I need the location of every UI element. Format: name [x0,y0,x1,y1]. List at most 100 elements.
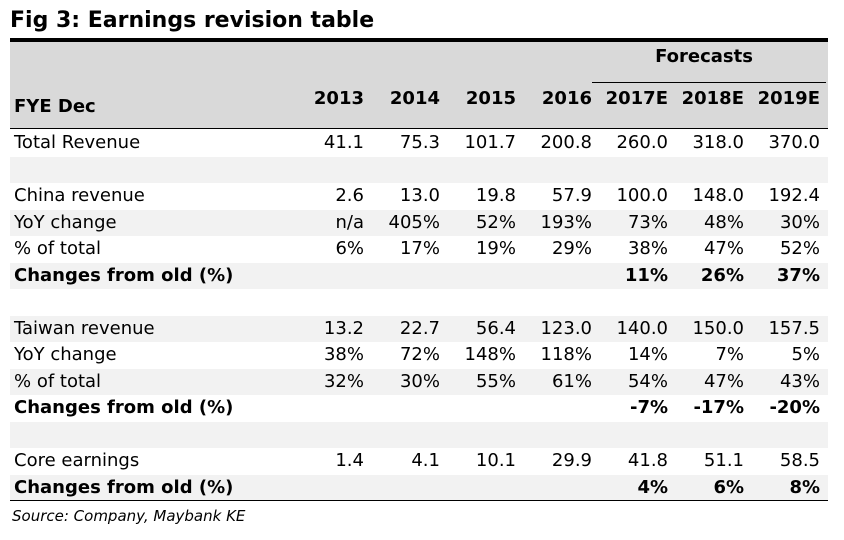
table-cell: 47% [703,238,744,259]
table-cell: 41.1 [323,132,364,153]
table-cell: 38% [627,238,668,259]
row-label: Changes from old (%) [14,397,234,418]
table-cell: 14% [627,344,668,365]
table-header [10,42,828,128]
table-cell: 260.0 [616,132,668,153]
table-cell: 140.0 [616,317,668,339]
table-cell: 118% [540,344,592,365]
table-cell: 148.0 [692,185,744,206]
table-cell: 72% [399,344,440,365]
table-cell: 29.9 [551,450,592,471]
table-row: Changes from old (%) 11% 26% 37% [10,263,828,289]
row-label: YoY change [14,211,117,233]
row-stripe [10,368,828,395]
year-header: 2014 [389,88,440,109]
row-label: Total Revenue [14,132,141,153]
table-cell: 13.0 [399,185,440,206]
table-cell: 30% [779,211,820,233]
table-cell: 405% [388,211,440,233]
table-cell: 193% [540,211,592,233]
table-cell: -17% [693,397,744,418]
row-label: China revenue [14,185,145,206]
table-cell: 100.0 [616,185,668,206]
table-cell: 57.9 [551,185,592,206]
table-row [10,422,828,448]
table-cell: 58.5 [779,450,820,471]
table-cell: 19% [475,238,516,259]
table-row [10,289,828,315]
table-cell: 47% [703,370,744,392]
table-cell: 26% [700,264,744,286]
row-label: % of total [14,238,102,259]
forecasts-label: Forecasts [655,46,753,67]
table-cell: 13.2 [323,317,364,339]
table-cell: 55% [475,370,516,392]
table-cell: 6% [713,476,744,498]
year-header: 2016 [541,88,592,109]
table-cell: 48% [703,211,744,233]
row-label: Changes from old (%) [14,476,234,498]
table-cell: 22.7 [399,317,440,339]
row-label: Core earnings [14,450,140,471]
table-row: Taiwan revenue 13.2 22.7 56.4 123.0 140.0 150.… [10,316,828,342]
header-rule [10,128,828,129]
table-cell: -20% [769,397,820,418]
table-cell: 4% [637,476,668,498]
row-label: % of total [14,370,102,392]
table-row: Changes from old (%) 4% 6% 8% [10,475,828,501]
row-stripe [10,262,828,289]
table-cell: 5% [791,344,820,365]
table-row: Core earnings 1.4 4.1 10.1 29.9 41.8 51.1 58.5 [10,448,828,474]
table-cell: 43% [779,370,820,392]
table-cell: 75.3 [399,132,440,153]
row-stripe [10,156,828,183]
year-header: 2017E [605,88,668,109]
table-cell: 7% [715,344,744,365]
top-rule [10,38,828,42]
table-cell: 29% [551,238,592,259]
table-cell: 56.4 [475,317,516,339]
table-row: YoY change 38% 72% 148% 118% 14% 7% 5% [10,342,828,368]
year-header: 2019E [757,88,820,109]
table-cell: 11% [624,264,668,286]
table-cell: 370.0 [768,132,820,153]
table-cell: 1.4 [335,450,364,471]
table-cell: 41.8 [627,450,668,471]
table-cell: 123.0 [540,317,592,339]
table-cell: 150.0 [692,317,744,339]
table-row: Total Revenue 41.1 75.3 101.7 200.8 260.0 318.… [10,130,828,156]
table-cell: 30% [399,370,440,392]
row-stripe [10,209,828,236]
table-row [10,157,828,183]
table-cell: n/a [335,211,364,233]
year-header: 2018E [681,88,744,109]
source-note: Source: Company, Maybank KE [12,507,246,525]
row-stripe [10,474,828,501]
table-cell: 200.8 [540,132,592,153]
table-cell: 148% [464,344,516,365]
table-row: % of total 32% 30% 55% 61% 54% 47% 43% [10,369,828,395]
table-cell: -7% [629,397,668,418]
row-label: YoY change [14,344,117,365]
forecasts-underline [592,82,826,83]
table-row: YoY change n/a 405% 52% 193% 73% 48% 30% [10,210,828,236]
table-cell: 6% [335,238,364,259]
table-cell: 61% [551,370,592,392]
table-cell: 101.7 [464,132,516,153]
table-cell: 192.4 [768,185,820,206]
figure-title: Fig 3: Earnings revision table [10,8,375,33]
table-cell: 52% [475,211,516,233]
row-stripe [10,315,828,342]
table-cell: 157.5 [768,317,820,339]
fye-label: FYE Dec [14,96,96,117]
row-stripe [10,421,828,448]
row-label: Taiwan revenue [14,317,155,339]
table-cell: 318.0 [692,132,744,153]
row-label: Changes from old (%) [14,264,234,286]
year-header: 2013 [313,88,364,109]
table-cell: 54% [627,370,668,392]
table-cell: 8% [789,476,820,498]
year-header: 2015 [465,88,516,109]
table-cell: 73% [627,211,668,233]
table-cell: 10.1 [475,450,516,471]
